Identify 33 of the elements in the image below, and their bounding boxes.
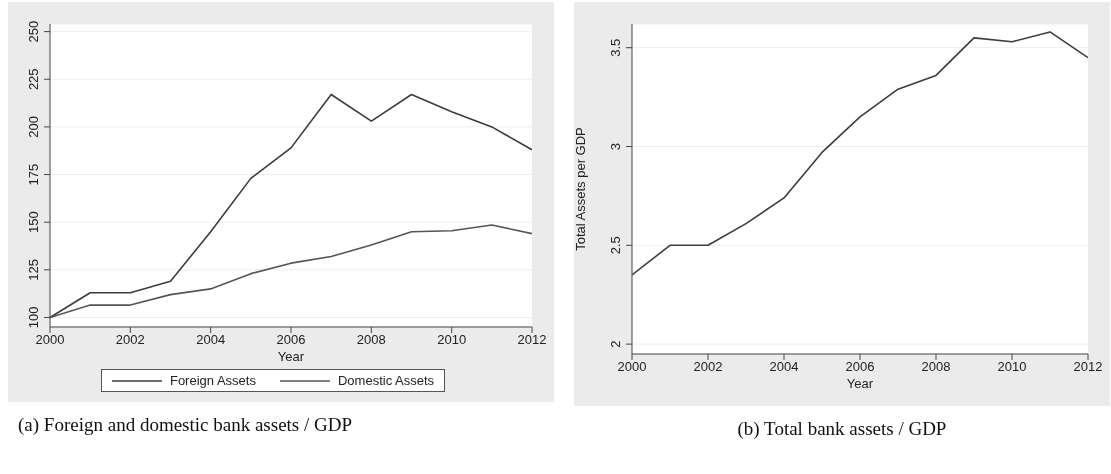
text: (a) Foreign and domestic bank assets / GDP (17, 414, 354, 436)
y-tick-label: 250 (26, 20, 41, 43)
x-tick-label: 2004 (769, 359, 799, 375)
y-tick-label: 2 (608, 340, 623, 348)
y-tick-label: 3 (608, 142, 623, 151)
y-tick-label: 125 (26, 258, 41, 281)
line-series (50, 224, 532, 319)
x-tick-label: 2006 (845, 359, 875, 375)
y-axis-title: Total Assets per GDP (572, 127, 588, 251)
legend-label: Domestic Assets (337, 373, 435, 388)
x-tick-label: 2004 (196, 332, 226, 348)
y-tick-label: 3.5 (608, 38, 623, 57)
y-tick-label: 100 (26, 306, 41, 329)
x-axis-title: Year (846, 376, 874, 391)
y-tick-label: 150 (26, 211, 41, 234)
x-tick-label: 2002 (693, 359, 723, 375)
x-tick-label: 2000 (617, 359, 647, 375)
x-tick-label: 2008 (921, 359, 951, 375)
x-tick-label: 2010 (437, 332, 467, 348)
y-tick-label: 175 (26, 163, 41, 186)
x-axis-title: Year (277, 349, 305, 364)
x-tick-label: 2008 (356, 332, 386, 348)
x-tick-label: 2006 (276, 332, 306, 348)
x-tick-label: 2000 (35, 332, 65, 348)
text: (b) Total bank assets / GDP (736, 418, 948, 440)
x-tick-label: 2012 (517, 332, 547, 348)
y-tick-label: 200 (26, 116, 41, 138)
y-tick-label: 225 (26, 68, 41, 91)
x-tick-label: 2012 (1073, 359, 1103, 375)
x-tick-label: 2010 (997, 359, 1027, 375)
legend-label: Foreign Assets (169, 373, 256, 388)
y-tick-label: 2.5 (608, 236, 623, 255)
x-tick-label: 2002 (115, 332, 145, 348)
